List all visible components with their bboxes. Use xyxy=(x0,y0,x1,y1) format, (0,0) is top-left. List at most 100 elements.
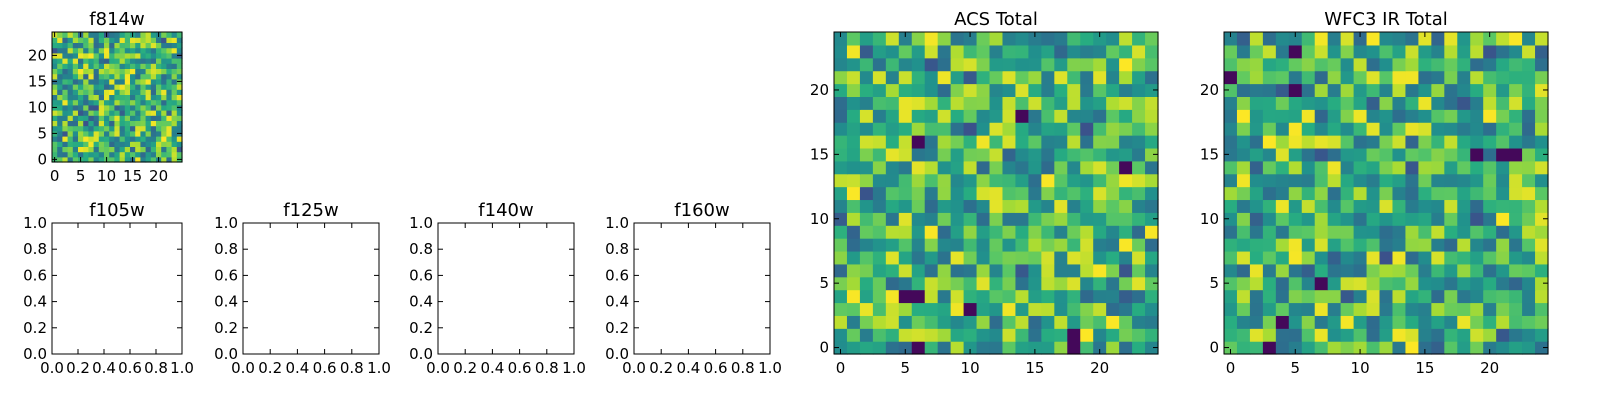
y-tick-label: 1.0 xyxy=(409,214,433,232)
heatmap-cell xyxy=(1314,57,1329,72)
heatmap-cell xyxy=(176,115,183,121)
heatmap-cell xyxy=(156,99,162,106)
heatmap-cell xyxy=(989,109,1004,123)
heatmap-cell xyxy=(1470,135,1484,149)
heatmap-cell xyxy=(1262,199,1277,213)
heatmap-cell xyxy=(1093,70,1107,85)
heatmap-cell xyxy=(937,289,952,304)
heatmap-cell xyxy=(872,341,887,355)
heatmap-cell xyxy=(140,52,147,59)
heatmap-cell xyxy=(1379,341,1394,355)
heatmap-cell xyxy=(1236,289,1251,304)
y-tick-label: 0.2 xyxy=(214,319,238,337)
heatmap-cell xyxy=(1483,109,1497,123)
heatmap-cell xyxy=(834,302,848,316)
heatmap-cell xyxy=(872,225,887,239)
heatmap-cell xyxy=(93,146,100,153)
y-tick-label: 0.4 xyxy=(605,293,629,311)
heatmap-cell xyxy=(124,130,131,137)
heatmap-cell xyxy=(78,47,84,54)
heatmap-cell xyxy=(130,104,136,111)
heatmap-cell xyxy=(911,263,926,278)
heatmap-cell xyxy=(130,146,136,153)
heatmap-cell xyxy=(57,120,63,127)
heatmap-cell xyxy=(135,125,141,132)
heatmap-cell xyxy=(130,63,136,69)
heatmap-cell xyxy=(130,110,136,116)
heatmap-cell xyxy=(924,238,939,252)
heatmap-cell xyxy=(78,42,84,49)
heatmap-cell xyxy=(1015,212,1029,226)
heatmap-cell xyxy=(145,115,152,121)
heatmap-cell xyxy=(924,44,939,59)
heatmap-cell xyxy=(1483,289,1497,304)
heatmap-cell xyxy=(72,125,79,132)
heatmap-cell xyxy=(1041,173,1055,188)
heatmap-cell xyxy=(1509,238,1523,252)
heatmap-cell xyxy=(145,146,152,153)
heatmap-cell xyxy=(1522,263,1536,278)
acs_total-title: ACS Total xyxy=(954,9,1038,30)
heatmap-cell xyxy=(1275,96,1290,110)
heatmap-cell xyxy=(1366,289,1381,304)
heatmap-cell xyxy=(976,315,991,329)
heatmap-cell xyxy=(859,289,874,304)
heatmap-cell xyxy=(1080,147,1094,162)
heatmap-cell xyxy=(1041,289,1055,304)
heatmap-cell xyxy=(937,160,952,175)
heatmap-cell xyxy=(72,52,79,59)
heatmap-cell xyxy=(1119,212,1133,226)
heatmap-cell xyxy=(1132,315,1146,329)
heatmap-cell xyxy=(62,146,69,153)
heatmap-cell xyxy=(78,104,84,111)
heatmap-cell xyxy=(911,341,926,355)
heatmap-cell xyxy=(1509,122,1523,136)
heatmap-cell xyxy=(88,68,95,75)
heatmap-cell xyxy=(93,37,100,43)
y-tick-label: 0.0 xyxy=(409,345,433,363)
heatmap-cell xyxy=(1132,160,1146,175)
f125w-title: f125w xyxy=(283,200,338,221)
heatmap-cell xyxy=(976,109,991,123)
heatmap-cell xyxy=(166,84,173,90)
heatmap-cell xyxy=(963,276,978,291)
heatmap-cell xyxy=(911,147,926,162)
heatmap-cell xyxy=(1509,276,1523,291)
heatmap-cell xyxy=(1535,225,1549,239)
heatmap-cell xyxy=(1470,173,1484,188)
heatmap-cell xyxy=(124,32,131,38)
heatmap-cell xyxy=(885,225,900,239)
heatmap-cell xyxy=(911,122,926,136)
heatmap-cell xyxy=(62,94,69,101)
heatmap-cell xyxy=(130,125,136,132)
heatmap-cell xyxy=(1457,32,1471,46)
heatmap-cell xyxy=(1327,109,1342,123)
heatmap-cell xyxy=(1535,57,1549,72)
heatmap-cell xyxy=(976,147,991,162)
heatmap-cell xyxy=(93,68,100,75)
heatmap-cell xyxy=(1392,263,1407,278)
heatmap-cell xyxy=(1535,186,1549,201)
heatmap-cell xyxy=(52,58,58,64)
heatmap-cell xyxy=(104,104,110,111)
heatmap-cell xyxy=(1106,83,1120,97)
heatmap-cell xyxy=(1431,263,1445,278)
heatmap-cell xyxy=(145,156,152,163)
heatmap-cell xyxy=(62,47,69,54)
heatmap-cell xyxy=(1224,212,1238,226)
heatmap-cell xyxy=(1340,173,1355,188)
heatmap-cell xyxy=(1405,57,1419,72)
heatmap-cell xyxy=(1457,225,1471,239)
heatmap-cell xyxy=(872,147,887,162)
y-tick-label: 0 xyxy=(819,339,829,357)
heatmap-cell xyxy=(93,58,100,64)
y-tick-label: 0.4 xyxy=(23,293,47,311)
heatmap-cell xyxy=(145,136,152,142)
heatmap-cell xyxy=(1483,302,1497,316)
heatmap-cell xyxy=(156,125,162,132)
heatmap-cell xyxy=(1522,250,1536,265)
heatmap-cell xyxy=(1457,212,1471,226)
heatmap-cell xyxy=(1496,135,1510,149)
heatmap-cell xyxy=(976,276,991,291)
heatmap-cell xyxy=(156,89,162,95)
